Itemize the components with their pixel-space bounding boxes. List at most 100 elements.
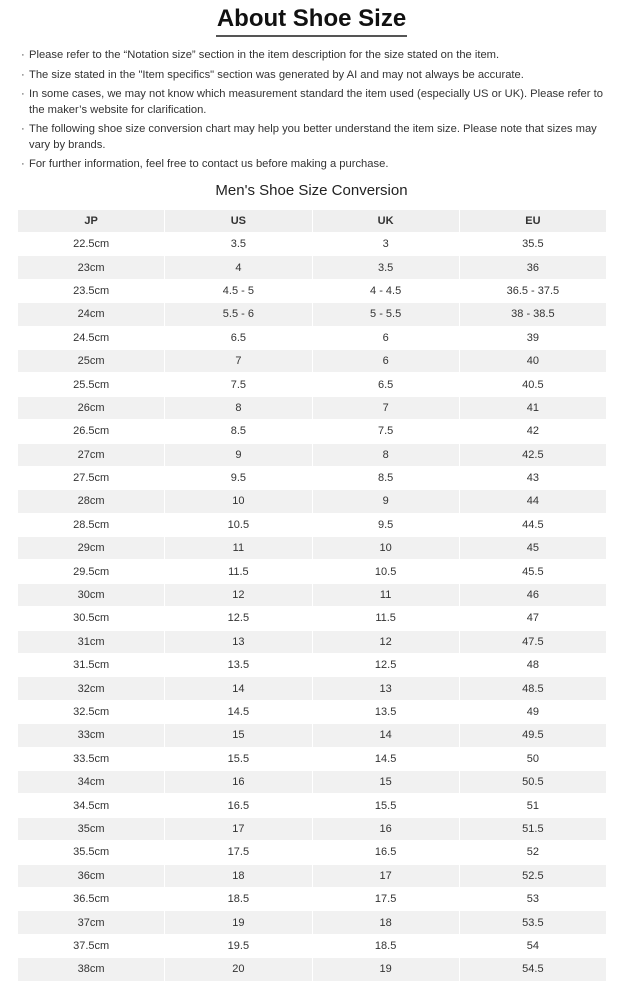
- cell-uk: 11: [311, 582, 460, 608]
- cell-eu: 48: [458, 653, 608, 678]
- cell-us: 19.5: [164, 933, 313, 959]
- table-row: 35.5cm 17.5 16.5 52: [16, 840, 608, 865]
- cell-us: 12.5: [164, 606, 313, 631]
- cell-eu: 45.5: [458, 559, 608, 584]
- cell-us: 11: [164, 536, 313, 561]
- cell-uk: 12.5: [311, 653, 460, 678]
- cell-eu: 36.5 - 37.5: [458, 278, 608, 304]
- cell-jp: 23cm: [16, 255, 166, 280]
- cell-us: 13: [164, 629, 313, 655]
- cell-eu: 39: [458, 325, 608, 350]
- cell-jp: 23.5cm: [16, 278, 166, 304]
- table-row: 29.5cm 11.5 10.5 45.5: [16, 559, 608, 584]
- cell-uk: 13.5: [311, 699, 460, 725]
- cell-eu: 45: [458, 536, 608, 561]
- cell-uk: 8.5: [311, 465, 460, 491]
- cell-jp: 33.5cm: [16, 746, 166, 771]
- cell-us: 15: [164, 723, 313, 748]
- cell-jp: 32cm: [16, 676, 166, 701]
- cell-uk: 13: [311, 676, 460, 701]
- cell-jp: 31.5cm: [16, 653, 166, 678]
- cell-eu: 52.5: [458, 863, 608, 888]
- cell-eu: 41: [458, 395, 608, 421]
- cell-us: 16.5: [164, 793, 313, 818]
- table-row: 34.5cm 16.5 15.5 51: [16, 793, 608, 818]
- cell-eu: 36: [458, 255, 608, 280]
- cell-jp: 24cm: [16, 302, 166, 327]
- table-row: 27.5cm 9.5 8.5 43: [16, 465, 608, 491]
- cell-jp: 36.5cm: [16, 886, 166, 912]
- table-title: Men's Shoe Size Conversion: [215, 182, 408, 199]
- table-row: 37.5cm 19.5 18.5 54: [16, 933, 608, 959]
- table-row: 37cm 19 18 53.5: [16, 910, 608, 935]
- note-item: Please refer to the “Notation size” sect…: [21, 48, 611, 64]
- table-row: 24.5cm 6.5 6 39: [16, 325, 608, 350]
- cell-eu: 43: [458, 465, 608, 491]
- table-row: 25.5cm 7.5 6.5 40.5: [16, 372, 608, 397]
- cell-uk: 3.5: [311, 255, 460, 280]
- cell-eu: 47: [458, 606, 608, 631]
- table-row: 28.5cm 10.5 9.5 44.5: [16, 512, 608, 538]
- page-title-wrap: About Shoe Size: [0, 4, 623, 37]
- cell-uk: 18.5: [311, 933, 460, 959]
- cell-eu: 54.5: [458, 957, 608, 982]
- cell-jp: 29.5cm: [16, 559, 166, 584]
- table-row: 30cm 12 11 46: [16, 582, 608, 608]
- table-row: 26.5cm 8.5 7.5 42: [16, 419, 608, 444]
- cell-eu: 35.5: [458, 231, 608, 257]
- header-eu: EU: [458, 209, 608, 233]
- cell-uk: 7.5: [311, 419, 460, 444]
- table-row: 29cm 11 10 45: [16, 536, 608, 561]
- cell-jp: 34cm: [16, 769, 166, 795]
- cell-eu: 47.5: [458, 629, 608, 655]
- cell-uk: 9: [311, 489, 460, 514]
- cell-jp: 31cm: [16, 629, 166, 655]
- cell-us: 20: [164, 957, 313, 982]
- cell-eu: 42: [458, 419, 608, 444]
- header-uk: UK: [311, 209, 460, 233]
- cell-uk: 18: [311, 910, 460, 935]
- cell-uk: 7: [311, 395, 460, 421]
- cell-us: 14: [164, 676, 313, 701]
- cell-eu: 46: [458, 582, 608, 608]
- table-row: 36.5cm 18.5 17.5 53: [16, 886, 608, 912]
- cell-eu: 53: [458, 886, 608, 912]
- cell-jp: 27cm: [16, 442, 166, 467]
- cell-eu: 38 - 38.5: [458, 302, 608, 327]
- cell-jp: 25.5cm: [16, 372, 166, 397]
- cell-uk: 6.5: [311, 372, 460, 397]
- cell-jp: 30cm: [16, 582, 166, 608]
- table-row: 33.5cm 15.5 14.5 50: [16, 746, 608, 771]
- cell-eu: 44.5: [458, 512, 608, 538]
- cell-uk: 14.5: [311, 746, 460, 771]
- cell-us: 18.5: [164, 886, 313, 912]
- cell-jp: 38cm: [16, 957, 166, 982]
- cell-uk: 16: [311, 816, 460, 842]
- cell-us: 18: [164, 863, 313, 888]
- table-row: 32cm 14 13 48.5: [16, 676, 608, 701]
- table-row: 26cm 8 7 41: [16, 395, 608, 421]
- cell-us: 15.5: [164, 746, 313, 771]
- cell-jp: 28cm: [16, 489, 166, 514]
- cell-uk: 19: [311, 957, 460, 982]
- cell-uk: 10.5: [311, 559, 460, 584]
- cell-jp: 36cm: [16, 863, 166, 888]
- table-row: 38cm 20 19 54.5: [16, 957, 608, 982]
- cell-jp: 27.5cm: [16, 465, 166, 491]
- cell-uk: 15.5: [311, 793, 460, 818]
- cell-jp: 25cm: [16, 348, 166, 374]
- cell-eu: 53.5: [458, 910, 608, 935]
- page-title: About Shoe Size: [215, 4, 408, 37]
- cell-jp: 24.5cm: [16, 325, 166, 350]
- cell-uk: 17: [311, 863, 460, 888]
- cell-uk: 3: [311, 231, 460, 257]
- table-row: 34cm 16 15 50.5: [16, 769, 608, 795]
- cell-jp: 34.5cm: [16, 793, 166, 818]
- size-conversion-table: JP US UK EU 22.5cm 3.5 3 35.5 23cm 4 3.5 36 23.5…: [16, 209, 608, 982]
- cell-us: 11.5: [164, 559, 313, 584]
- notes-list: Please refer to the “Notation size” sect…: [21, 48, 611, 177]
- cell-eu: 50: [458, 746, 608, 771]
- cell-eu: 42.5: [458, 442, 608, 467]
